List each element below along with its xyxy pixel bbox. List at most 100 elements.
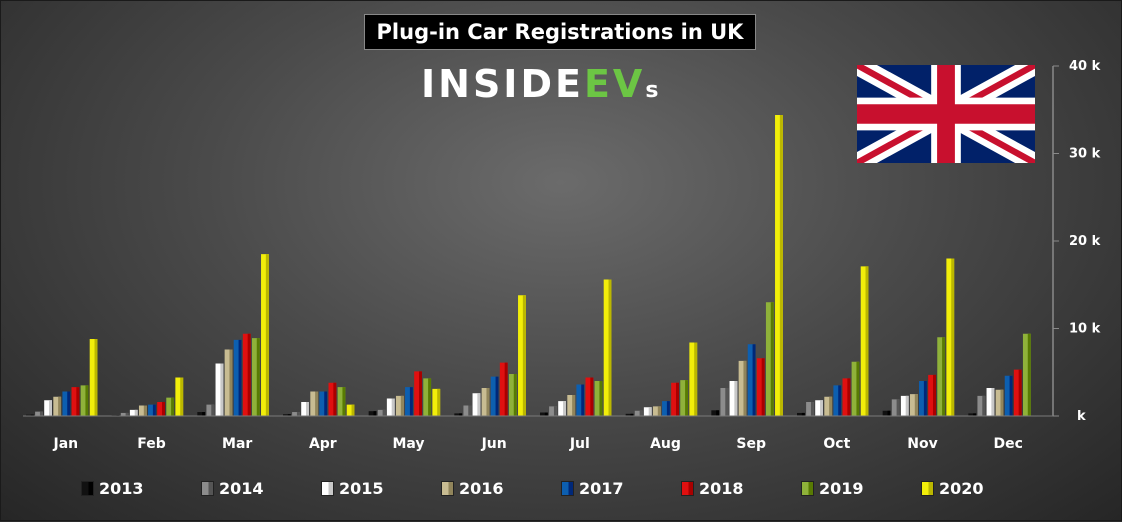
bar-shade [933,374,936,416]
bar-body [215,363,224,416]
bar-2017-oct [833,385,842,416]
bar-shade [544,412,548,416]
bar-2015-jun [472,393,481,416]
bar-shade [495,376,499,416]
bar-body [71,387,80,416]
bar-2015-may [386,398,395,416]
bar-2019-nov [937,337,946,416]
legend-label: 2017 [579,478,624,498]
bar-2016-jul [567,395,576,416]
bar-2019-oct [851,361,860,416]
bar-shade [211,404,215,416]
bar-2020-jul [603,279,612,416]
bar-body [224,349,233,416]
bar-body [671,382,679,416]
bar-shade [752,344,756,416]
bar-2019-dec [1022,333,1031,416]
bar-2016-feb [138,405,147,416]
y-axis: k 10 k 20 k 30 k 40 k [23,59,1101,424]
bar-body [337,387,346,416]
bar-2019-jun [508,374,517,416]
bar-shade [896,399,900,416]
legend-item-2016: 2016 [441,475,561,501]
bar-shade [770,302,774,416]
bar-shade [761,358,765,416]
bar-2014-jul [549,406,557,416]
bar-shade [238,339,242,416]
bar-2017-mar [233,339,242,416]
bar-shade [905,395,909,416]
bar-shade [599,381,603,416]
bar-body [423,378,432,416]
legend: 2013 2014 2015 2016 2017 2018 2019 2020 [81,475,1041,501]
bar-shade [779,115,783,416]
bar-2016-apr [310,391,319,416]
bar-shade [1009,375,1013,416]
legend-label: 2018 [699,478,744,498]
bar-body [233,339,242,416]
bar-2013-dec [968,413,977,416]
bar-body [968,413,977,416]
bar-2016-oct [824,396,833,416]
bar-shade [951,258,955,416]
bar-shade [820,400,823,416]
bar-body [882,410,891,416]
bar-2013-may [368,411,377,416]
x-tick-label-may: May [392,436,424,452]
bar-shade [287,414,291,416]
bar-body [986,388,995,416]
bar-2015-aug [643,407,652,416]
chart-title: Plug-in Car Registrations in UK [364,14,756,50]
bar-shade [743,360,747,416]
bar-body [310,391,319,416]
legend-swatch [81,480,94,496]
bar-body [900,395,909,416]
bar-2014-aug [634,410,643,416]
bar-body [928,374,936,416]
bar-body [328,382,337,416]
x-tick-label-jun: Jun [481,436,507,452]
bar-body [549,406,557,416]
bar-2015-apr [301,402,309,416]
bar-shade [180,377,184,416]
bar-body [157,402,165,416]
bar-shade [1018,369,1022,416]
bar-shade [725,388,729,416]
bar-body [919,381,927,416]
bar-2015-nov [900,395,909,416]
bar-body [643,407,652,416]
bar-body [558,401,566,416]
bar-shade [581,384,585,416]
bar-2016-may [395,395,404,416]
bar-body [909,394,918,416]
bar-shade [973,413,977,416]
bar-shade [865,266,869,416]
bar-2015-feb [129,409,138,416]
bar-shade [382,409,386,416]
bar-2020-apr [346,404,355,416]
bar-2015-dec [986,388,995,416]
bar-body [860,266,869,416]
x-tick-label-nov: Nov [907,436,937,452]
bar-body [797,412,805,416]
bar-shade [838,385,842,416]
bar-2013-mar [197,412,206,416]
bar-2018-oct [842,378,851,416]
legend-swatch [201,480,214,496]
bar-2016-aug [652,406,661,416]
bar-body [603,279,612,416]
bar-2019-jan [80,385,89,416]
legend-swatch [681,480,694,496]
bar-body [148,404,156,416]
bar-shade [49,400,52,416]
bar-body [44,400,52,416]
bar-body [368,411,377,416]
bar-shade [256,338,260,416]
bar-body [166,397,175,416]
bar-body [540,412,548,416]
bar-shade [391,398,395,416]
bar-body [851,361,860,416]
bar-shade [94,339,98,416]
bar-2017-jul [576,384,585,416]
